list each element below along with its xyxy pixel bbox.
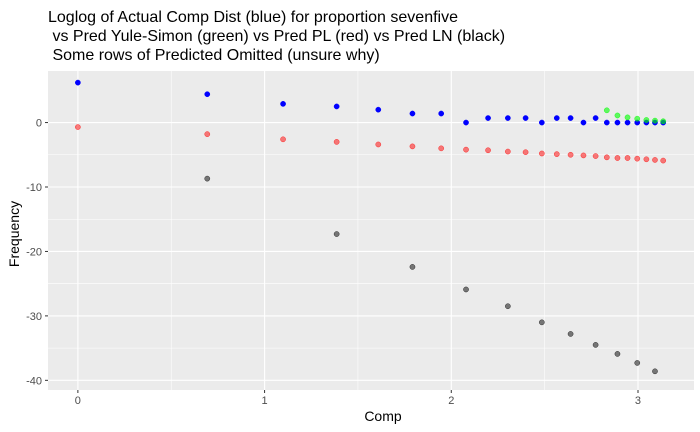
- point-actual: [624, 119, 631, 126]
- y-tick-label: -10: [26, 182, 42, 194]
- point-pred-ln: [567, 331, 574, 337]
- point-actual: [438, 110, 445, 117]
- y-tick-label: -20: [26, 246, 42, 258]
- point-pred-ln: [505, 303, 511, 310]
- point-pred-ln: [333, 231, 340, 237]
- point-pred-pl: [505, 148, 511, 155]
- y-tick-label: 0: [36, 118, 42, 130]
- x-tick-label: 3: [635, 395, 641, 407]
- point-pred-pl: [522, 149, 529, 156]
- data-points: [75, 79, 667, 375]
- x-tick-label: 1: [262, 395, 268, 407]
- point-pred-pl: [409, 143, 416, 150]
- point-pred-pl: [624, 155, 631, 161]
- point-pred-pl: [375, 141, 382, 148]
- point-actual: [280, 101, 286, 107]
- y-axis-ticks: 0 -10 -20 -30 -40: [26, 118, 48, 387]
- point-actual: [603, 119, 610, 126]
- point-pred-pl: [643, 156, 650, 163]
- point-pred-pl: [660, 157, 667, 164]
- point-pred-yule-simon: [603, 107, 610, 114]
- point-pred-pl: [538, 150, 545, 157]
- point-actual: [375, 106, 382, 113]
- x-axis-label: Comp: [364, 408, 402, 424]
- major-gridlines: [48, 71, 694, 390]
- point-pred-pl: [592, 153, 599, 159]
- point-pred-yule-simon: [614, 112, 621, 119]
- y-tick-label: -30: [26, 311, 42, 323]
- point-pred-pl: [614, 155, 621, 161]
- point-actual: [567, 115, 574, 121]
- point-pred-yule-simon: [634, 115, 641, 122]
- point-actual: [204, 91, 211, 98]
- point-actual: [614, 119, 621, 126]
- point-pred-ln: [652, 368, 658, 375]
- point-pred-pl: [333, 139, 340, 145]
- point-pred-pl: [603, 154, 610, 161]
- point-actual: [463, 119, 469, 126]
- point-pred-yule-simon: [624, 114, 631, 121]
- chart-title: Loglog of Actual Comp Dist (blue) for pr…: [48, 9, 505, 64]
- x-tick-label: 2: [448, 395, 454, 407]
- point-pred-ln: [204, 175, 211, 182]
- title-line-3: Some rows of Predicted Omitted (unsure w…: [48, 47, 380, 64]
- minor-gridlines: [48, 71, 694, 390]
- point-pred-pl: [280, 136, 286, 143]
- point-pred-pl: [553, 151, 560, 157]
- point-actual: [505, 115, 511, 121]
- point-actual: [553, 115, 560, 121]
- title-line-1: Loglog of Actual Comp Dist (blue) for pr…: [48, 9, 458, 26]
- point-pred-pl: [463, 146, 469, 153]
- point-pred-ln: [634, 360, 641, 366]
- point-pred-pl: [567, 151, 574, 158]
- point-pred-ln: [409, 264, 416, 270]
- point-pred-yule-simon: [643, 117, 650, 123]
- point-actual: [409, 110, 416, 117]
- title-line-2: vs Pred Yule-Simon (green) vs Pred PL (r…: [48, 28, 505, 45]
- point-pred-ln: [592, 342, 599, 348]
- point-pred-pl: [580, 152, 587, 159]
- point-actual: [522, 115, 529, 121]
- plot-panel: [48, 71, 694, 390]
- y-tick-label: -40: [26, 375, 42, 387]
- point-actual: [485, 115, 491, 121]
- point-pred-pl: [485, 147, 491, 154]
- point-pred-pl: [204, 131, 211, 138]
- x-axis-ticks: 0 1 2 3: [75, 390, 641, 407]
- point-pred-ln: [538, 319, 545, 326]
- point-pred-pl: [634, 155, 641, 162]
- point-pred-yule-simon: [660, 118, 667, 125]
- point-pred-yule-simon: [652, 117, 658, 124]
- point-actual: [592, 115, 599, 121]
- point-pred-pl: [438, 145, 445, 152]
- point-pred-pl: [75, 124, 81, 130]
- point-actual: [538, 119, 545, 126]
- point-pred-ln: [463, 286, 469, 293]
- y-axis-label: Frequency: [6, 201, 22, 267]
- x-tick-label: 0: [75, 395, 81, 407]
- point-pred-ln: [614, 351, 621, 357]
- point-actual: [580, 119, 587, 126]
- point-actual: [75, 79, 81, 86]
- point-pred-pl: [652, 157, 658, 163]
- point-actual: [333, 103, 340, 110]
